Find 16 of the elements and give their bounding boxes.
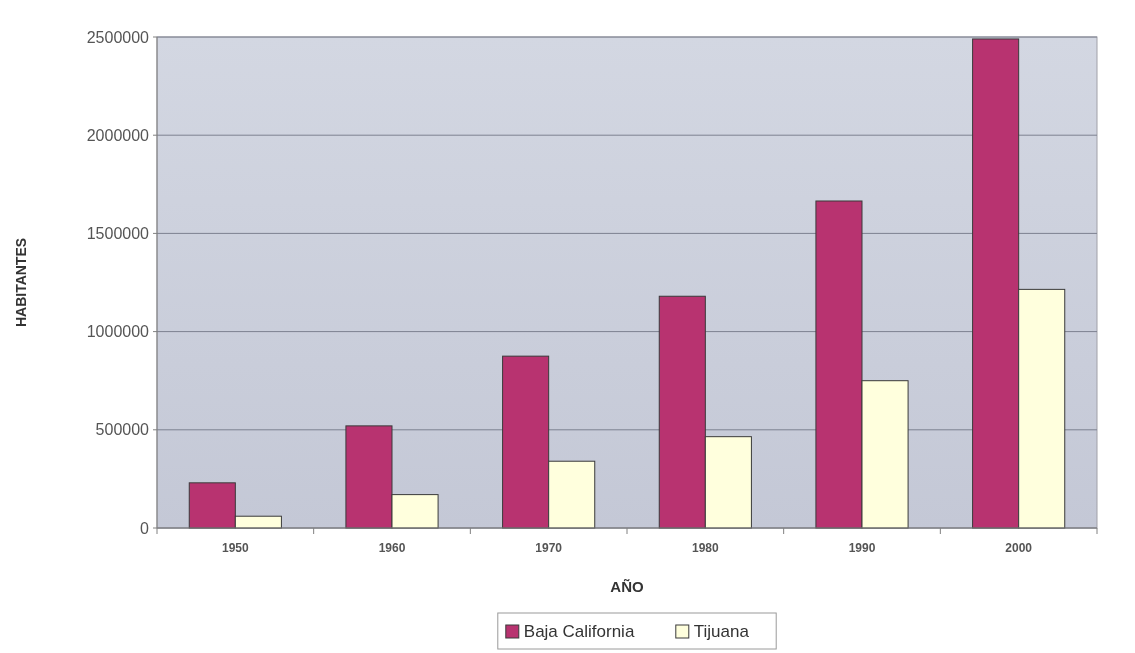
x-tick-label: 2000 bbox=[1005, 541, 1033, 555]
legend-label: Baja California bbox=[523, 621, 635, 641]
y-tick-label: 1500000 bbox=[86, 225, 150, 242]
x-tick-label: 1990 bbox=[848, 541, 876, 555]
y-tick-label: 0 bbox=[140, 519, 150, 537]
legend-label: Tijuana bbox=[693, 621, 750, 641]
y-tick-label: 1000000 bbox=[86, 323, 150, 341]
x-tick-label: 1970 bbox=[535, 541, 563, 555]
y-axis-title: HABITANTES bbox=[13, 237, 29, 328]
x-tick-label: 1980 bbox=[691, 541, 719, 555]
x-axis-title: AÑO bbox=[610, 578, 644, 595]
y-tick-label: 2000000 bbox=[86, 126, 150, 144]
y-tick-label: 2500000 bbox=[86, 28, 150, 46]
x-tick-label: 1950 bbox=[221, 541, 249, 555]
y-tick-label: 500000 bbox=[95, 421, 150, 439]
x-tick-label: 1960 bbox=[378, 541, 406, 555]
